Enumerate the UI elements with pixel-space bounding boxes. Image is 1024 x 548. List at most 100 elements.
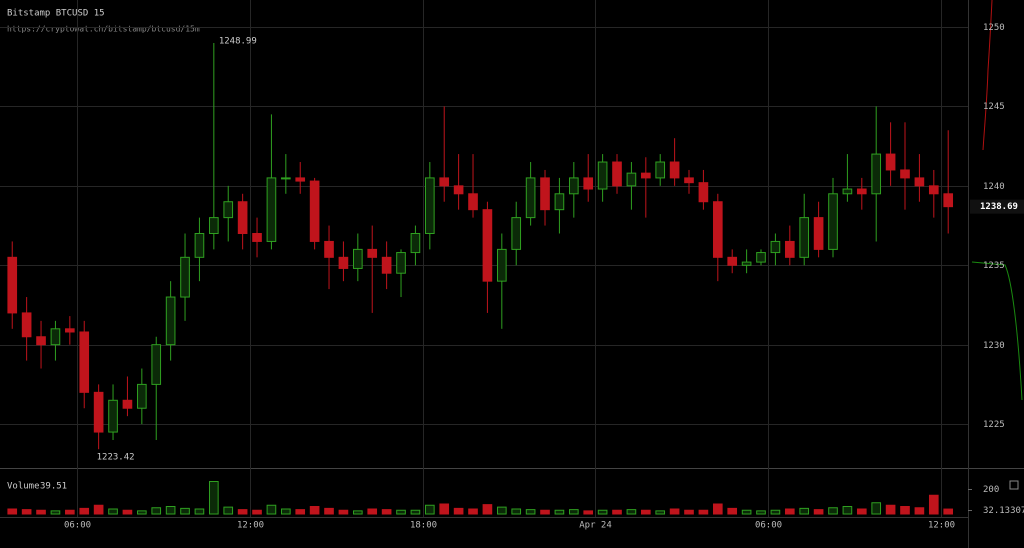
candle-body <box>353 248 363 269</box>
volume-label: Volume <box>7 482 40 492</box>
candle-body <box>626 172 637 187</box>
chart-title: Bitstamp BTCUSD 15 <box>7 9 105 19</box>
volume-bar <box>813 509 824 515</box>
volume-bar <box>65 509 75 515</box>
candle-body <box>194 233 205 258</box>
candle-body <box>698 182 709 203</box>
candle-body <box>612 161 622 187</box>
candle-body <box>583 177 594 190</box>
candle-body <box>151 344 162 385</box>
volume-bar <box>842 506 853 515</box>
volume-bar <box>943 508 954 515</box>
volume-bar <box>194 508 205 515</box>
x-tick-label: 12:00 <box>237 521 264 531</box>
high-annotation: 1248.99 <box>219 37 257 47</box>
volume-bar <box>727 507 738 515</box>
candle-body <box>396 252 406 274</box>
volume-bar <box>137 510 147 515</box>
candle-body <box>468 193 478 211</box>
volume-bar <box>482 504 493 515</box>
candle-body <box>381 256 392 274</box>
candle-body <box>21 312 32 338</box>
volume-bar <box>741 509 752 515</box>
volume-bar <box>597 509 608 515</box>
volume-bar <box>281 508 291 515</box>
volume-bar <box>7 508 18 515</box>
candle-body <box>568 177 579 195</box>
candle-body <box>223 201 234 219</box>
volume-bar <box>784 508 795 515</box>
volume-bar <box>122 509 133 515</box>
volume-bar <box>568 509 579 515</box>
candle-body <box>684 177 694 184</box>
volume-bar <box>338 509 349 515</box>
candle-body <box>209 217 219 234</box>
candle-body <box>439 177 450 187</box>
candle-body <box>554 193 565 211</box>
volume-bar <box>799 507 810 515</box>
volume-bar <box>511 508 522 515</box>
candle-body <box>597 161 608 190</box>
volume-bar <box>871 502 882 515</box>
volume-bar <box>381 509 392 515</box>
volume-bar <box>612 509 622 515</box>
candle-body <box>914 177 925 187</box>
candle-body <box>65 328 75 333</box>
candle-body <box>252 233 262 242</box>
depth-line <box>971 261 1023 401</box>
close-button[interactable] <box>1009 480 1019 490</box>
candle-body <box>79 331 90 393</box>
candle-body <box>410 233 421 254</box>
x-tick-label: 12:00 <box>928 521 955 531</box>
candle-body <box>741 261 752 266</box>
candle-body <box>266 177 277 242</box>
candle-body <box>842 188 853 195</box>
candle-body <box>108 399 118 433</box>
candle-body <box>496 248 507 282</box>
volume-bar <box>295 509 306 515</box>
volume-bar <box>900 506 910 515</box>
volume-bar <box>237 509 248 515</box>
volume-value: 39.51 <box>40 482 67 492</box>
volume-bar <box>684 509 694 515</box>
y-tick-label: 1250 <box>983 23 1005 33</box>
volume-bar <box>324 507 334 515</box>
candle-body <box>453 185 464 195</box>
candle-body <box>640 172 651 179</box>
candle-body <box>856 188 867 195</box>
volume-bar <box>223 506 234 515</box>
candle-body <box>425 177 435 234</box>
volume-bar <box>856 508 867 515</box>
candle-body <box>756 252 766 263</box>
volume-bar <box>496 506 507 515</box>
volume-bar <box>669 508 680 515</box>
candle-body <box>712 201 723 258</box>
volume-bar <box>583 510 594 515</box>
volume-bar <box>698 509 709 515</box>
volume-bar <box>353 510 363 515</box>
candle-body <box>482 209 493 282</box>
volume-bar <box>209 481 219 515</box>
x-tick-label: 18:00 <box>410 521 437 531</box>
last-price-label: 1238.69 <box>980 202 1018 212</box>
candle-body <box>943 193 954 208</box>
low-annotation: 1223.42 <box>97 453 135 463</box>
volume-bar <box>309 506 320 515</box>
candle-body <box>540 177 550 211</box>
volume-bar <box>655 510 666 515</box>
volume-bar <box>50 510 61 515</box>
volume-bar <box>640 509 651 515</box>
candle-body <box>727 256 738 266</box>
volume-bar <box>540 509 550 515</box>
volume-bar <box>165 506 176 515</box>
candle-body <box>165 296 176 346</box>
candle-body <box>295 177 306 182</box>
volume-bar <box>770 509 781 515</box>
volume-bar <box>396 509 406 515</box>
volume-bar <box>252 509 262 515</box>
volume-bar <box>468 508 478 515</box>
candle-body <box>799 217 810 258</box>
volume-bar <box>266 504 277 515</box>
